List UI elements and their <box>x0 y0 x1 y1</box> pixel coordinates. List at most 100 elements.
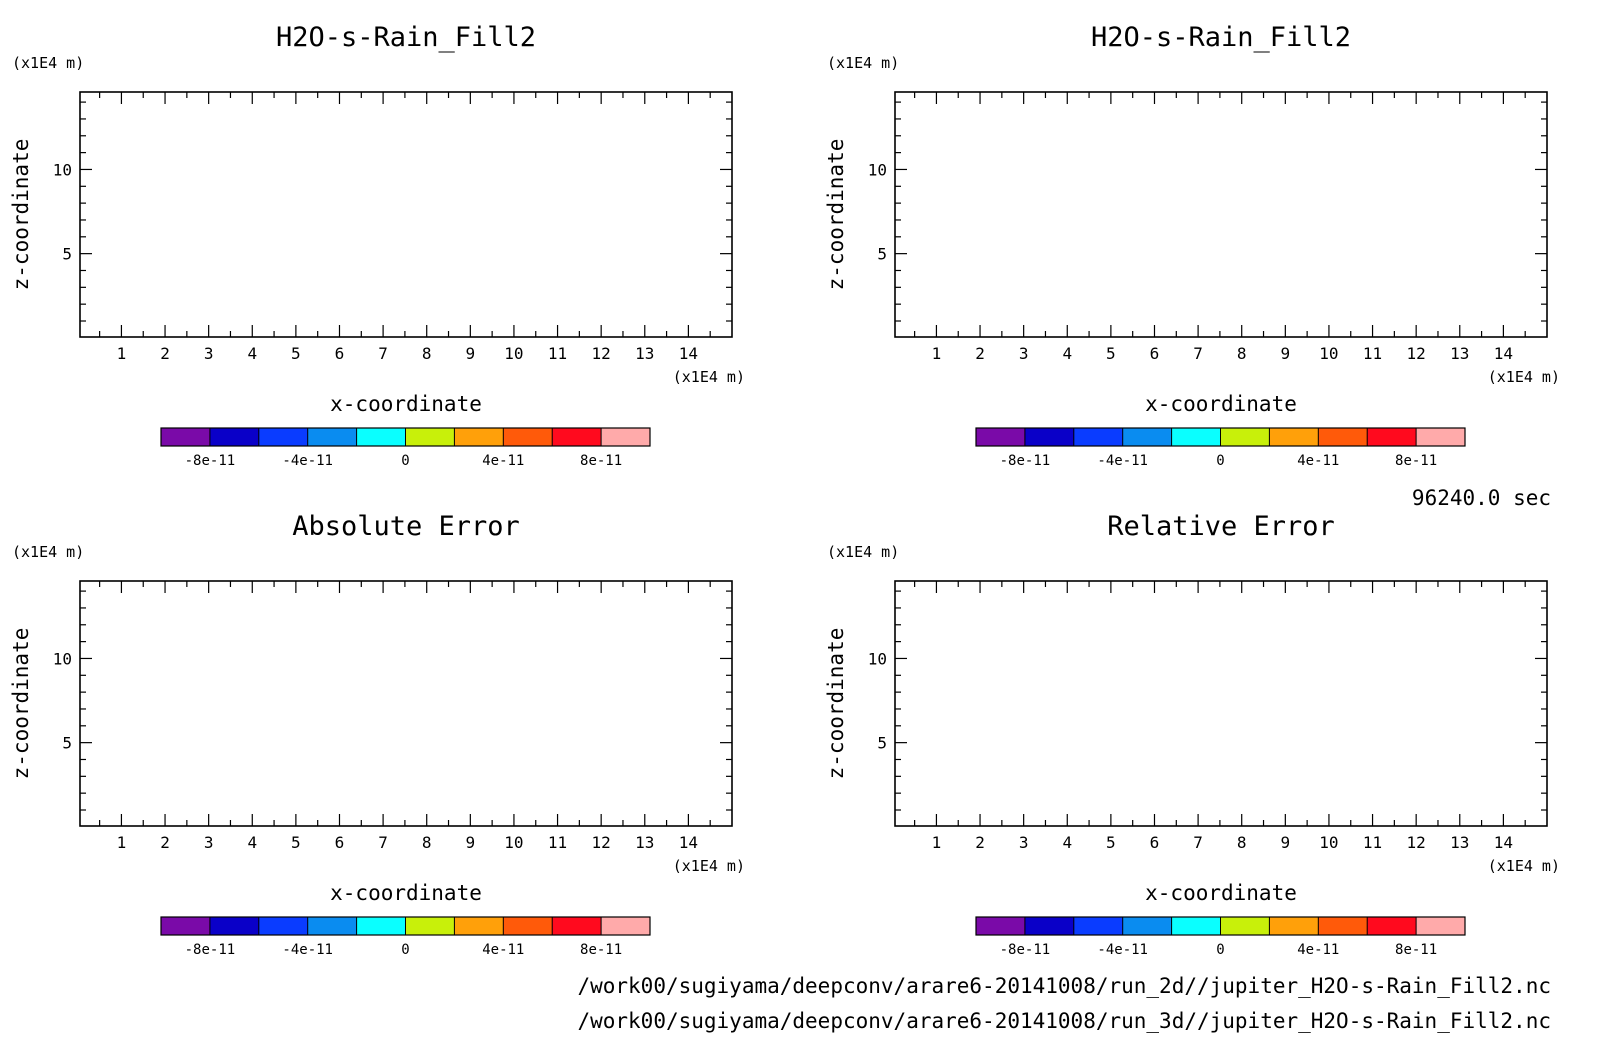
x-tick-label: 7 <box>378 833 388 852</box>
x-tick-label: 10 <box>504 833 523 852</box>
colorbar-swatch <box>1318 428 1368 446</box>
colorbar-swatch <box>454 428 504 446</box>
panel-3: Absolute Error(x1E4 m)1 2 3 4 5 6 7 8 9 10 11 12 13 1… <box>9 511 745 958</box>
colorbar-swatch <box>1122 917 1173 935</box>
colorbar-swatch <box>1269 428 1319 446</box>
colorbar-swatch <box>356 917 406 935</box>
x-tick-label: 1 <box>117 344 127 363</box>
colorbar-swatch <box>601 917 651 935</box>
colorbar-swatch <box>1318 917 1368 935</box>
colorbar-tick-label: 0 <box>401 453 409 469</box>
panel-title: Absolute Error <box>292 511 520 542</box>
y-unit-label: (x1E4 m) <box>827 54 899 72</box>
colorbar-swatch <box>503 917 553 935</box>
x-tick-label: 11 <box>548 344 567 363</box>
x-tick-label: 1 <box>117 833 127 852</box>
x-tick-label: 3 <box>204 833 214 852</box>
x-tick-label: 12 <box>1407 344 1426 363</box>
x-tick-label: 3 <box>204 344 214 363</box>
file-path-3d: /work00/sugiyama/deepconv/arare6-2014100… <box>577 1009 1551 1033</box>
x-tick-label: 2 <box>975 833 985 852</box>
colorbar-tick-label: -8e-11 <box>185 453 236 469</box>
colorbar-swatch <box>552 917 602 935</box>
colorbar-swatch <box>552 428 602 446</box>
x-tick-label: 12 <box>1407 833 1426 852</box>
colorbar-swatch <box>209 428 260 446</box>
y-axis-label: z-coordinate <box>824 139 848 291</box>
colorbar-swatch <box>356 428 406 446</box>
x-tick-label: 13 <box>1450 833 1469 852</box>
file-path-2d: /work00/sugiyama/deepconv/arare6-2014100… <box>577 974 1551 998</box>
x-tick-label: 4 <box>247 344 257 363</box>
panel-1: H2O-s-Rain_Fill2(x1E4 m)1 2 3 4 5 6 7 8 9 10 11 12 1… <box>9 22 745 469</box>
panel-title: H2O-s-Rain_Fill2 <box>276 22 536 53</box>
x-tick-label: 14 <box>679 344 698 363</box>
y-tick-label: 10 <box>53 649 72 668</box>
y-tick-label: 5 <box>877 245 887 264</box>
colorbar-swatch <box>161 917 211 935</box>
x-tick-label: 9 <box>466 833 476 852</box>
x-tick-label: 4 <box>1062 344 1072 363</box>
colorbar-tick-label: -8e-11 <box>1000 453 1051 469</box>
x-tick-label: 13 <box>635 833 654 852</box>
x-unit-label: (x1E4 m) <box>1488 857 1560 875</box>
y-unit-label: (x1E4 m) <box>827 543 899 561</box>
x-tick-label: 3 <box>1019 833 1029 852</box>
x-tick-label: 10 <box>1319 344 1338 363</box>
x-tick-label: 2 <box>160 344 170 363</box>
colorbar-swatch <box>209 917 260 935</box>
plot-frame <box>79 580 733 827</box>
x-tick-label: 8 <box>1237 344 1247 363</box>
x-tick-label: 9 <box>1281 344 1291 363</box>
colorbar-swatch <box>1073 917 1124 935</box>
y-unit-label: (x1E4 m) <box>12 54 84 72</box>
colorbar-swatch <box>1024 917 1075 935</box>
colorbar-swatch <box>1416 428 1466 446</box>
colorbar-swatch <box>1073 428 1124 446</box>
x-tick-label: 8 <box>1237 833 1247 852</box>
y-axis-label: z-coordinate <box>9 628 33 780</box>
x-tick-label: 8 <box>422 833 432 852</box>
x-unit-label: (x1E4 m) <box>1488 368 1560 386</box>
colorbar-tick-label: 8e-11 <box>1395 453 1437 469</box>
x-axis-label: x-coordinate <box>330 881 482 905</box>
x-tick-label: 3 <box>1019 344 1029 363</box>
x-tick-label: 9 <box>466 344 476 363</box>
x-tick-label: 5 <box>291 833 301 852</box>
colorbar-tick-label: 8e-11 <box>1395 942 1437 958</box>
x-unit-label: (x1E4 m) <box>673 857 745 875</box>
y-tick-label: 10 <box>868 160 887 179</box>
x-tick-label: 14 <box>1494 344 1513 363</box>
colorbar-tick-label: -4e-11 <box>1097 942 1148 958</box>
colorbar-swatch <box>405 917 455 935</box>
colorbar-swatch <box>1367 428 1417 446</box>
x-tick-label: 13 <box>635 344 654 363</box>
colorbar-tick-label: 0 <box>1216 942 1224 958</box>
colorbar-swatch <box>1220 917 1270 935</box>
x-axis-label: x-coordinate <box>1145 392 1297 416</box>
y-tick-label: 5 <box>877 734 887 753</box>
y-tick-label: 10 <box>868 649 887 668</box>
x-tick-label: 6 <box>1150 344 1160 363</box>
plot-frame <box>79 91 733 338</box>
colorbar-swatch <box>1171 428 1221 446</box>
x-tick-label: 6 <box>1150 833 1160 852</box>
x-tick-label: 10 <box>504 344 523 363</box>
plot-frame <box>894 580 1548 827</box>
colorbar-tick-label: 8e-11 <box>580 453 622 469</box>
x-tick-label: 7 <box>1193 833 1203 852</box>
x-tick-label: 12 <box>592 833 611 852</box>
colorbar-swatch <box>307 428 358 446</box>
colorbar-swatch <box>976 917 1026 935</box>
colorbar-swatch <box>1122 428 1173 446</box>
y-axis-label: z-coordinate <box>9 139 33 291</box>
x-tick-label: 13 <box>1450 344 1469 363</box>
x-tick-label: 11 <box>548 833 567 852</box>
colorbar-tick-label: 4e-11 <box>482 453 524 469</box>
x-tick-label: 5 <box>1106 833 1116 852</box>
plot-frame <box>894 91 1548 338</box>
colorbar-tick-label: -8e-11 <box>1000 942 1051 958</box>
colorbar-swatch <box>1367 917 1417 935</box>
colorbar-swatch <box>1269 917 1319 935</box>
